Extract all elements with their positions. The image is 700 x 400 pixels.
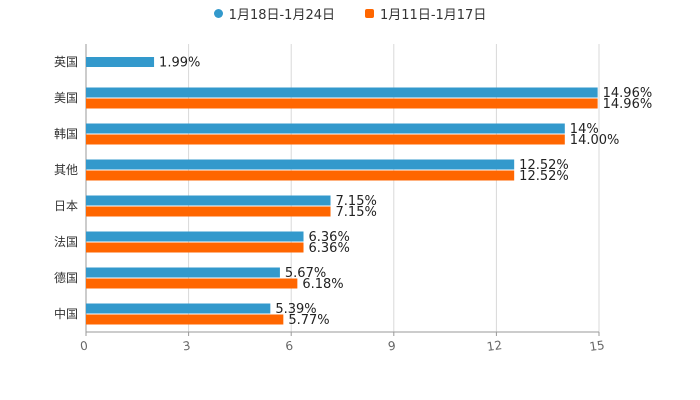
bar-series-2 bbox=[86, 314, 284, 325]
x-tick-label: 3 bbox=[182, 339, 192, 354]
bar-series-1 bbox=[86, 267, 280, 278]
x-tick-label: 15 bbox=[588, 338, 605, 354]
data-label-series-1: 1.99% bbox=[159, 56, 200, 71]
y-category-label: 中国 bbox=[54, 306, 78, 321]
data-label-series-2: 12.52% bbox=[519, 169, 569, 184]
bar-series-1 bbox=[86, 303, 271, 314]
bar-series-2 bbox=[86, 206, 331, 217]
y-category-label: 其他 bbox=[54, 163, 78, 177]
y-category-label: 法国 bbox=[54, 235, 78, 249]
x-tick-label: 9 bbox=[387, 339, 397, 354]
legend: 1月18日-1月24日 1月11日-1月17日 bbox=[0, 4, 700, 23]
legend-label-series-1: 1月18日-1月24日 bbox=[228, 7, 335, 23]
bar-series-2 bbox=[86, 170, 515, 181]
data-label-series-1: 12.52% bbox=[519, 158, 569, 173]
x-tick-label: 6 bbox=[284, 339, 294, 354]
y-category-label: 日本 bbox=[54, 199, 78, 213]
data-label-series-1: 14% bbox=[570, 122, 599, 137]
data-label-series-1: 5.67% bbox=[285, 266, 326, 281]
bar-series-1 bbox=[86, 231, 304, 242]
data-label-series-2: 5.77% bbox=[288, 313, 329, 328]
data-label-series-1: 7.15% bbox=[336, 194, 377, 209]
y-category-label: 韩国 bbox=[54, 126, 78, 141]
data-label-series-2: 14.96% bbox=[603, 97, 653, 112]
bar-series-1 bbox=[86, 87, 598, 98]
data-label-series-1: 6.36% bbox=[309, 230, 350, 245]
legend-marker-series-2 bbox=[365, 8, 374, 18]
bar-series-1 bbox=[86, 57, 155, 67]
y-category-label: 美国 bbox=[54, 91, 78, 105]
data-label-series-1: 14.96% bbox=[603, 86, 653, 101]
y-category-label: 英国 bbox=[54, 55, 78, 69]
data-label-series-2: 6.18% bbox=[302, 277, 343, 292]
data-label-series-2: 7.15% bbox=[336, 205, 377, 220]
data-label-series-2: 14.00% bbox=[570, 133, 620, 148]
data-label-series-1: 5.39% bbox=[275, 302, 316, 317]
bar-series-2 bbox=[86, 278, 298, 289]
x-tick-label: 0 bbox=[79, 339, 89, 354]
data-label-series-2: 6.36% bbox=[309, 241, 350, 256]
y-category-label: 德国 bbox=[54, 270, 78, 285]
bar-series-2 bbox=[86, 134, 565, 145]
legend-item-series-1[interactable]: 1月18日-1月24日 bbox=[213, 4, 335, 23]
bar-series-2 bbox=[86, 242, 304, 253]
legend-item-series-2[interactable]: 1月11日-1月17日 bbox=[365, 4, 486, 23]
bar-series-1 bbox=[86, 195, 331, 206]
bar-series-1 bbox=[86, 159, 515, 170]
x-tick-label: 12 bbox=[486, 338, 503, 354]
bar-series-2 bbox=[86, 98, 598, 109]
legend-label-series-2: 1月11日-1月17日 bbox=[380, 7, 487, 23]
legend-marker-series-1 bbox=[213, 8, 223, 18]
bar-series-1 bbox=[86, 123, 565, 134]
